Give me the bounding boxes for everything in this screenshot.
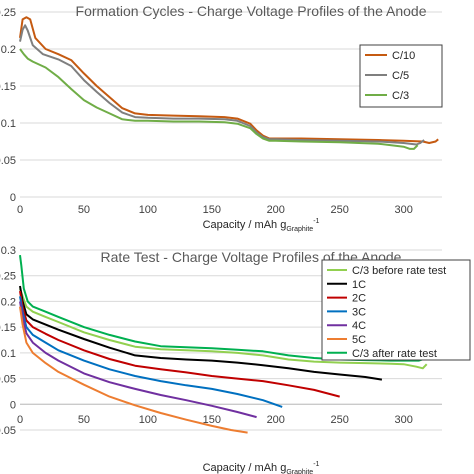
y-tick-label: 0 [10, 192, 16, 204]
y-tick-label: 0.15 [0, 81, 16, 93]
x-tick-label: 100 [139, 414, 157, 426]
y-tick-label: 0 [10, 399, 16, 411]
legend: C/10 C/5 C/3 [359, 44, 443, 108]
chart-1: 0 0.05 0.1 0.15 0.2 0.25 0 50 100 150 200 250 300 For… [0, 3, 443, 233]
y-tick-label: 0.25 [0, 271, 16, 283]
x-tick-label: 200 [267, 204, 285, 216]
x-tick-label: 250 [331, 204, 349, 216]
y-tick-label: 0.2 [1, 44, 16, 56]
y-tick-label: 0.25 [0, 7, 16, 19]
series-line-c-3-before-rate-test [19, 288, 428, 370]
legend-label: 2C [352, 293, 366, 305]
legend-label: C/5 [392, 70, 409, 82]
x-tick-label: 150 [203, 414, 221, 426]
x-tick-label: 150 [203, 204, 221, 216]
legend-label: 1C [352, 279, 366, 291]
x-axis-label: Capacity / mAh gGraphite-1 [203, 218, 320, 233]
x-tick-label: 50 [78, 204, 90, 216]
legend-label: C/10 [392, 50, 415, 62]
y-tick-label: 0.1 [1, 348, 16, 360]
series-line-c-3 [19, 48, 419, 150]
legend-box [321, 259, 471, 361]
y-tick-label: 0.2 [1, 296, 16, 308]
legend-label: C/3 before rate test [352, 265, 446, 277]
y-tick-label: -0.05 [0, 425, 16, 437]
series-line-c-5 [19, 24, 425, 146]
series-line-5c [19, 306, 248, 434]
y-tick-label: 0.05 [0, 374, 16, 386]
x-tick-label: 50 [78, 414, 90, 426]
chart-title: Formation Cycles - Charge Voltage Profil… [76, 3, 427, 19]
legend-label: C/3 [392, 90, 409, 102]
x-tick-label: 0 [17, 414, 23, 426]
x-tick-label: 250 [331, 414, 349, 426]
series-line-2c [19, 290, 340, 398]
y-tick-label: 0.3 [1, 245, 16, 257]
y-tick-label: 0.1 [1, 118, 16, 130]
x-tick-label: 0 [17, 204, 23, 216]
legend-label: 5C [352, 334, 366, 346]
x-tick-label: 300 [394, 414, 412, 426]
legend-label: 4C [352, 320, 366, 332]
x-tick-label: 300 [394, 204, 412, 216]
x-axis-label: Capacity / mAh gGraphite-1 [203, 461, 320, 474]
y-tick-label: 0.15 [0, 322, 16, 334]
series-line-4c [19, 301, 257, 419]
chart-2: -0.0500.050.10.150.20.250.30501001502002… [0, 245, 471, 474]
legend-label: 3C [352, 306, 366, 318]
x-tick-label: 100 [139, 204, 157, 216]
series-line-3c [19, 296, 283, 408]
y-tick-label: 0.05 [0, 155, 16, 167]
series-line-1c [19, 285, 383, 381]
x-tick-label: 200 [267, 414, 285, 426]
series-line-c-10 [19, 16, 439, 144]
legend-label: C/3 after rate test [352, 348, 437, 360]
